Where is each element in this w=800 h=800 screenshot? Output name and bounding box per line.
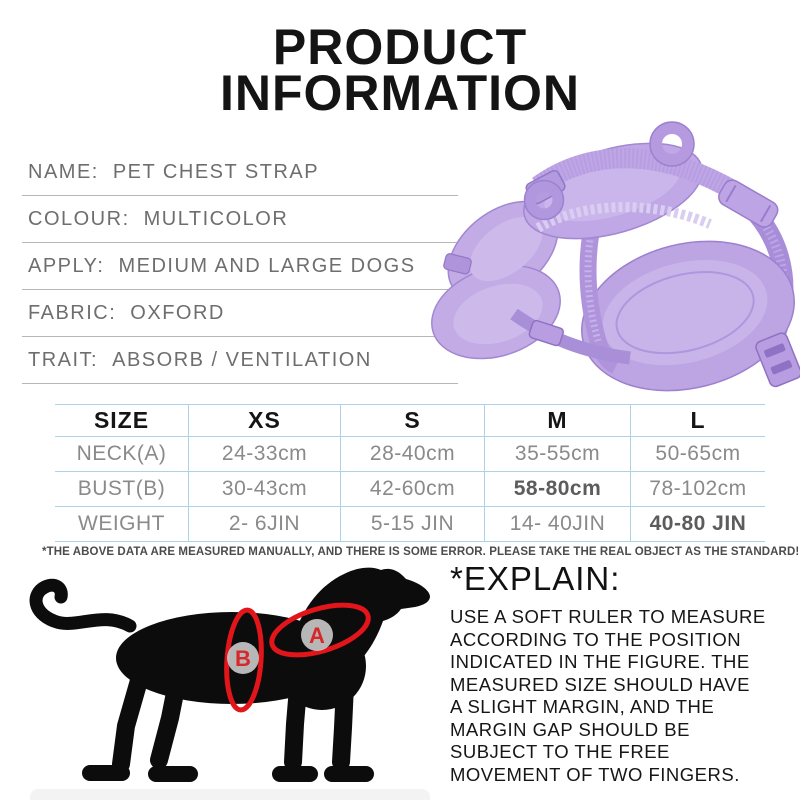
explain-section: *EXPLAIN: USE A SOFT RULER TO MEASURE AC…	[450, 560, 795, 786]
attribute-row-colour: COLOUR: MULTICOLOR	[22, 196, 458, 243]
attribute-label: COLOUR:	[28, 207, 130, 230]
size-table-header-row: SIZE XS S M L	[55, 405, 765, 437]
row-label: BUST(B)	[77, 477, 166, 500]
attribute-value: ABSORB / VENTILATION	[112, 348, 372, 371]
harness-handle-loop-right	[649, 121, 695, 167]
harness-ladder-slider	[755, 332, 800, 388]
badge-a-label: A	[309, 623, 325, 648]
row-label: NECK(A)	[76, 442, 167, 465]
table-cell: 58-80cm	[484, 472, 630, 506]
attribute-value: MULTICOLOR	[143, 207, 289, 230]
attribute-row-trait: TRAIT: ABSORB / VENTILATION	[22, 337, 458, 384]
col-header-size: SIZE	[93, 407, 150, 433]
harness-right-pad	[581, 240, 795, 392]
dog-paw	[82, 765, 130, 781]
table-row-weight: WEIGHT 2- 6JIN 5-15 JIN 14- 40JIN 40-80 …	[55, 507, 765, 542]
table-cell: 5-15 JIN	[340, 507, 484, 541]
attribute-value: OXFORD	[130, 301, 225, 324]
badge-b-circle	[227, 642, 259, 674]
ground-shadow-bar	[30, 789, 430, 800]
harness-bottom-buckle	[528, 319, 565, 347]
product-attributes: NAME: PET CHEST STRAP COLOUR: MULTICOLOR…	[22, 149, 458, 384]
harness-bottom-strap	[510, 308, 631, 365]
attribute-value: MEDIUM AND LARGE DOGS	[118, 254, 416, 277]
harness-reflective-strip	[535, 202, 712, 233]
table-cell: 14- 40JIN	[484, 507, 630, 541]
badge-a-circle	[301, 619, 333, 651]
col-header-xs: XS	[188, 405, 340, 436]
harness-center-strap-texture	[584, 210, 602, 342]
harness-left-pad	[431, 200, 561, 360]
table-cell: 50-65cm	[630, 437, 765, 471]
table-cell: 24-33cm	[188, 437, 340, 471]
page-title-line2: INFORMATION	[219, 65, 581, 121]
dog-paw	[324, 766, 374, 782]
table-row-bust: BUST(B) 30-43cm 42-60cm 58-80cm 78-102cm	[55, 472, 765, 507]
page-title-line1: PRODUCT	[272, 19, 528, 75]
page-title: PRODUCT INFORMATION	[0, 19, 800, 121]
col-header-m: M	[484, 405, 630, 436]
dog-paw	[148, 766, 198, 782]
table-cell: 78-102cm	[630, 472, 765, 506]
dog-leg	[112, 661, 151, 773]
col-header-s: S	[340, 405, 484, 436]
table-cell: 28-40cm	[340, 437, 484, 471]
harness-product-image	[431, 121, 800, 392]
explain-body: USE A SOFT RULER TO MEASURE ACCORDING TO…	[450, 606, 766, 785]
table-row-neck: NECK(A) 24-33cm 28-40cm 35-55cm 50-65cm	[55, 437, 765, 472]
badge-b-label: B	[235, 646, 251, 671]
size-table: SIZE XS S M L NECK(A) 24-33cm 28-40cm 35…	[55, 404, 765, 542]
dog-silhouette	[29, 567, 430, 782]
attribute-label: FABRIC:	[28, 301, 117, 324]
dog-paw	[272, 766, 318, 782]
table-cell: 2- 6JIN	[188, 507, 340, 541]
table-cell: 42-60cm	[340, 472, 484, 506]
attribute-value: PET CHEST STRAP	[112, 160, 320, 183]
harness-side-release-buckle	[718, 179, 779, 228]
attribute-label: NAME:	[28, 160, 99, 183]
attribute-label: TRAIT:	[28, 348, 99, 371]
table-cell: 30-43cm	[188, 472, 340, 506]
attribute-row-apply: APPLY: MEDIUM AND LARGE DOGS	[22, 243, 458, 290]
attribute-row-fabric: FABRIC: OXFORD	[22, 290, 458, 337]
measurement-disclaimer: *THE ABOVE DATA ARE MEASURED MANUALLY, A…	[42, 546, 800, 558]
table-cell: 35-55cm	[484, 437, 630, 471]
row-label: WEIGHT	[78, 512, 165, 535]
harness-left-edge-buckle	[443, 253, 472, 275]
dog-tail	[29, 578, 137, 633]
col-header-l: L	[630, 405, 765, 436]
neck-measure-ellipse-a	[269, 602, 371, 658]
explain-heading: *EXPLAIN:	[450, 560, 621, 597]
attribute-label: APPLY:	[28, 254, 105, 277]
table-cell: 40-80 JIN	[630, 507, 765, 541]
attribute-row-name: NAME: PET CHEST STRAP	[22, 149, 458, 196]
dog-measurement-figure: A B	[29, 567, 430, 782]
harness-handle-loop-left	[523, 179, 565, 221]
